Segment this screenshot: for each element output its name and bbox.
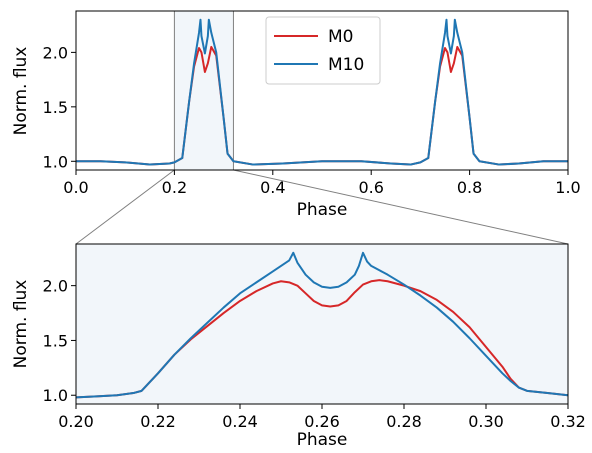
y-tick-label: 2.0 — [43, 277, 68, 296]
x-axis-label: Phase — [297, 200, 348, 220]
zoom-panel: 0.20 0.22 0.24 0.26 0.28 0.30 0.32 1.0 1.5 2.0 Pha… — [11, 243, 586, 450]
x-tick-label: 0.6 — [358, 178, 383, 197]
x-tick-label: 0.32 — [550, 412, 586, 431]
zoom-connector-left — [75, 169, 175, 245]
legend-box — [265, 16, 381, 85]
x-tick-label: 0.22 — [140, 412, 176, 431]
series-group — [76, 251, 568, 399]
x-tick-label: 0.0 — [63, 178, 88, 197]
zoom-connector-right — [233, 169, 569, 245]
legend-label-m0: M0 — [328, 27, 353, 47]
series-group — [76, 18, 568, 166]
x-tick-label: 0.8 — [457, 178, 482, 197]
y-tick-label: 1.5 — [43, 98, 68, 117]
plot-area — [76, 244, 568, 404]
top-panel: 0.0 0.2 0.4 0.6 0.8 1.0 1.0 1.5 2.0 Phase Norm. fl… — [11, 10, 581, 220]
y-tick-label: 1.0 — [43, 386, 68, 405]
series-line-m10 — [76, 18, 568, 166]
x-tick-label: 0.26 — [304, 412, 340, 431]
y-axis-label: Norm. flux — [11, 280, 31, 369]
x-tick-label: 0.30 — [468, 412, 504, 431]
x-tick-label: 0.28 — [386, 412, 422, 431]
y-tick-label: 1.0 — [43, 152, 68, 171]
y-axis-label: Norm. flux — [11, 47, 31, 136]
axes-frame — [75, 10, 569, 171]
x-tick-label: 1.0 — [555, 178, 580, 197]
y-tick-label: 1.5 — [43, 331, 68, 350]
x-tick-label: 0.4 — [260, 178, 285, 197]
y-tick-label: 2.0 — [43, 43, 68, 62]
x-tick-label: 0.2 — [162, 178, 187, 197]
x-tick-label: 0.24 — [222, 412, 258, 431]
series-line-m10 — [76, 251, 568, 399]
legend-label-m10: M10 — [328, 55, 364, 75]
x-axis-label: Phase — [297, 430, 348, 450]
x-tick-label: 0.20 — [58, 412, 94, 431]
